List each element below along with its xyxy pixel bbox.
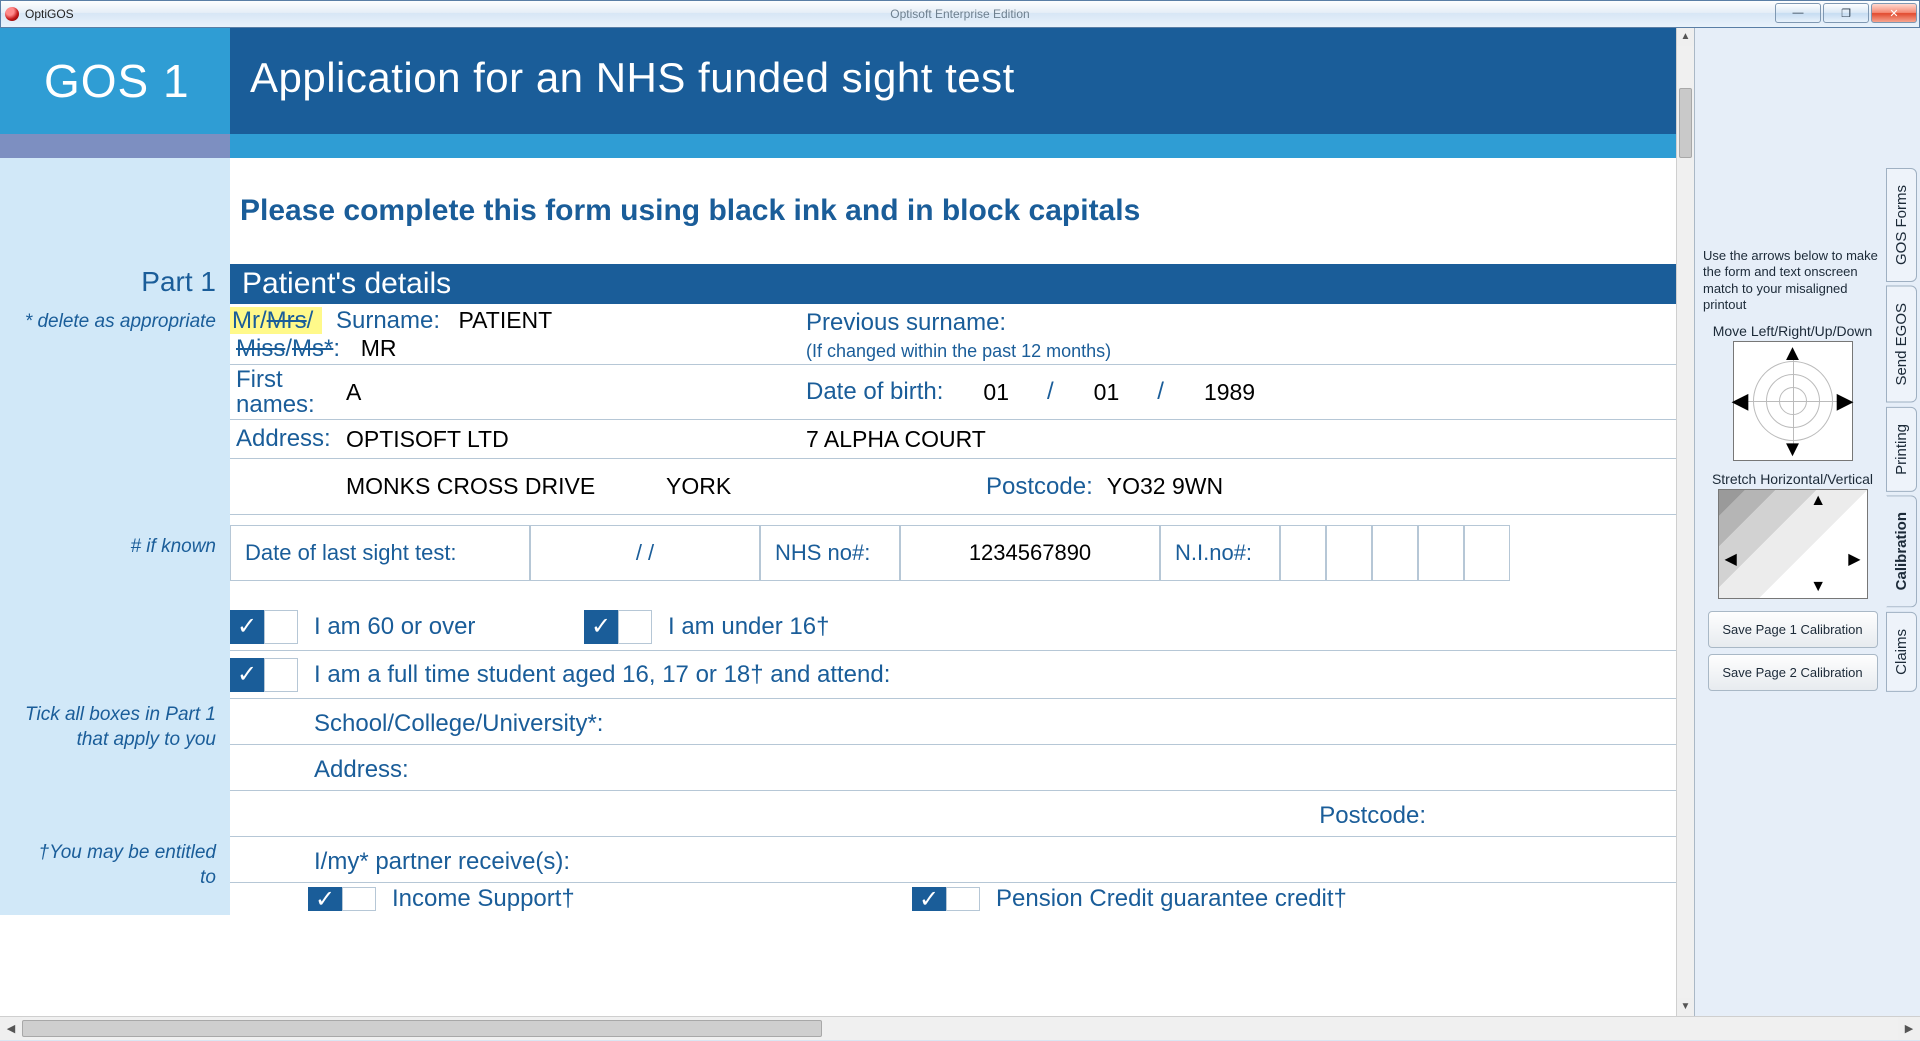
label-school: School/College/University*: (308, 708, 611, 740)
label-address2: Address: (308, 754, 417, 786)
window-horizontal-scrollbar[interactable]: ◀ ▶ (0, 1016, 1920, 1040)
value-address2b: YORK (660, 471, 980, 502)
part-label: Part 1 (0, 264, 230, 304)
stretch-up-icon[interactable]: ▲ (1810, 492, 1826, 510)
stretch-down-icon[interactable]: ▼ (1810, 578, 1826, 596)
label-income-support: Income Support† (392, 885, 912, 913)
save-page2-button[interactable]: Save Page 2 Calibration (1708, 654, 1878, 691)
label-surname: Surname: (322, 305, 448, 336)
checkbox-over60[interactable]: ✓ (230, 610, 264, 644)
arrow-right-icon[interactable]: ▶ (1837, 388, 1854, 414)
arrow-up-icon[interactable]: ▲ (1782, 340, 1804, 366)
hscroll-left-icon[interactable]: ◀ (0, 1017, 22, 1040)
checkbox-over60-blank[interactable] (264, 610, 298, 644)
calibration-panel: GOS Forms Send EGOS Printing Calibration… (1694, 28, 1920, 1016)
tab-send-egos[interactable]: Send EGOS (1886, 286, 1917, 403)
value-address2a: MONKS CROSS DRIVE (340, 471, 660, 502)
checkbox-income-support-blank[interactable] (342, 887, 376, 911)
side-note-tick: Tick all boxes in Part 1 that apply to y… (0, 699, 230, 837)
calibration-help-text: Use the arrows below to make the form an… (1703, 248, 1882, 313)
arrow-down-icon[interactable]: ▼ (1782, 436, 1804, 462)
label-over60: I am 60 or over (314, 613, 584, 641)
checkbox-student-blank[interactable] (264, 658, 298, 692)
value-address1b: 7 ALPHA COURT (800, 424, 992, 455)
stretch-right-icon[interactable]: ▶ (1848, 549, 1860, 569)
label-partner: I/my* partner receive(s): (308, 846, 578, 878)
value-dob-d: 01 (977, 377, 1015, 408)
label-last-test: Date of last sight test: (245, 540, 457, 566)
form-instruction: Please complete this form using black in… (230, 158, 1694, 264)
form-code: GOS 1 (0, 28, 230, 134)
stretch-label: Stretch Horizontal/Vertical (1703, 471, 1882, 487)
tab-printing[interactable]: Printing (1886, 407, 1917, 492)
scroll-up-icon[interactable]: ▲ (1677, 28, 1694, 46)
boxed-row: Date of last sight test: / / NHS no#: 12… (230, 525, 1694, 581)
checkbox-income-support[interactable]: ✓ (308, 887, 342, 911)
value-dob-y: 1989 (1198, 377, 1261, 408)
checkbox-under16[interactable]: ✓ (584, 610, 618, 644)
label-nino: N.I.no#: (1175, 540, 1252, 566)
scroll-down-icon[interactable]: ▼ (1677, 998, 1694, 1016)
tab-gos-forms[interactable]: GOS Forms (1886, 168, 1917, 282)
value-postcode: YO32 9WN (1101, 471, 1229, 502)
label-postcode: Postcode: (980, 471, 1101, 503)
save-page1-button[interactable]: Save Page 1 Calibration (1708, 611, 1878, 648)
scroll-thumb[interactable] (1679, 88, 1692, 158)
title-mrs: Mrs (267, 307, 307, 334)
arrow-left-icon[interactable]: ◀ (1732, 388, 1749, 414)
move-dpad[interactable]: ▲ ▼ ◀ ▶ (1733, 341, 1853, 461)
label-under16: I am under 16† (668, 613, 829, 641)
close-button[interactable]: ✕ (1871, 3, 1917, 23)
label-pension-credit: Pension Credit guarantee credit† (996, 885, 1347, 913)
minimize-button[interactable]: — (1775, 3, 1821, 23)
hscroll-thumb[interactable] (22, 1020, 822, 1037)
form-title: Application for an NHS funded sight test (230, 28, 1694, 134)
move-label: Move Left/Right/Up/Down (1703, 323, 1882, 339)
maximize-button[interactable]: ❐ (1823, 3, 1869, 23)
label-nhs: NHS no#: (775, 540, 870, 566)
label-address: Address: (230, 423, 340, 455)
checkbox-pension-credit[interactable]: ✓ (912, 887, 946, 911)
tab-claims[interactable]: Claims (1886, 612, 1917, 692)
hscroll-right-icon[interactable]: ▶ (1898, 1017, 1920, 1040)
app-icon (5, 7, 19, 21)
checkbox-student[interactable]: ✓ (230, 658, 264, 692)
label-prev-surname: Previous surname: (800, 307, 1694, 339)
tab-calibration[interactable]: Calibration (1886, 495, 1917, 607)
part-title: Patient's details (230, 264, 1694, 304)
value-first-names: A (340, 377, 367, 408)
title-miss: Miss (236, 335, 285, 362)
form-viewer: GOS 1 Application for an NHS funded sigh… (0, 28, 1694, 1016)
app-title: OptiGOS (25, 7, 74, 21)
hint-prev-surname: (If changed within the past 12 months) (800, 339, 1694, 364)
value-surname: PATIENT (453, 305, 559, 335)
side-note-entitled: †You may be entitled to (0, 837, 230, 915)
label-student: I am a full time student aged 16, 17 or … (314, 661, 890, 689)
value-last-test[interactable]: / / (636, 540, 654, 566)
doc-vertical-scrollbar[interactable]: ▲ ▼ (1676, 28, 1694, 1016)
checkbox-pension-credit-blank[interactable] (946, 887, 980, 911)
value-nhs[interactable]: 1234567890 (963, 538, 1097, 568)
checkbox-under16-blank[interactable] (618, 610, 652, 644)
title-ms: Ms* (292, 335, 333, 362)
stretch-left-icon[interactable]: ◀ (1725, 549, 1737, 569)
window-center-title: Optisoft Enterprise Edition (890, 7, 1029, 21)
value-dob-m: 01 (1088, 377, 1126, 408)
label-postcode2: Postcode: (1313, 800, 1434, 832)
label-dob: Date of birth: (800, 376, 951, 408)
value-address1: OPTISOFT LTD (340, 424, 800, 455)
title-mr: Mr (232, 307, 260, 334)
stretch-control[interactable]: ▲ ▼ ◀ ▶ (1718, 489, 1868, 599)
window-titlebar: OptiGOS Optisoft Enterprise Edition — ❐ … (0, 0, 1920, 28)
value-title: MR (355, 333, 403, 363)
side-note-ifknown: # if known (0, 515, 230, 699)
side-note-delete: * delete as appropriate (0, 304, 230, 458)
